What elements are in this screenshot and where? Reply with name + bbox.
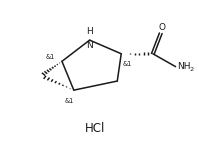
Text: H: H bbox=[86, 27, 93, 35]
Text: &1: &1 bbox=[45, 54, 55, 60]
Text: &1: &1 bbox=[123, 61, 132, 67]
Text: 2: 2 bbox=[190, 67, 194, 72]
Text: N: N bbox=[86, 41, 93, 50]
Text: HCl: HCl bbox=[85, 122, 106, 135]
Text: &1: &1 bbox=[64, 98, 73, 104]
Text: O: O bbox=[158, 23, 165, 32]
Text: NH: NH bbox=[177, 62, 191, 71]
